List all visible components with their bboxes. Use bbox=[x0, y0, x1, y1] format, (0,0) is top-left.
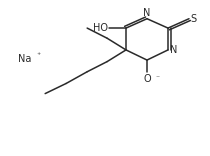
Text: Na: Na bbox=[18, 54, 31, 64]
Text: ⁺: ⁺ bbox=[36, 51, 41, 60]
Text: O: O bbox=[143, 74, 151, 84]
Text: S: S bbox=[190, 14, 196, 24]
Text: N: N bbox=[170, 45, 177, 55]
Text: ⁻: ⁻ bbox=[155, 73, 160, 82]
Text: N: N bbox=[143, 8, 151, 18]
Text: HO: HO bbox=[93, 23, 108, 33]
